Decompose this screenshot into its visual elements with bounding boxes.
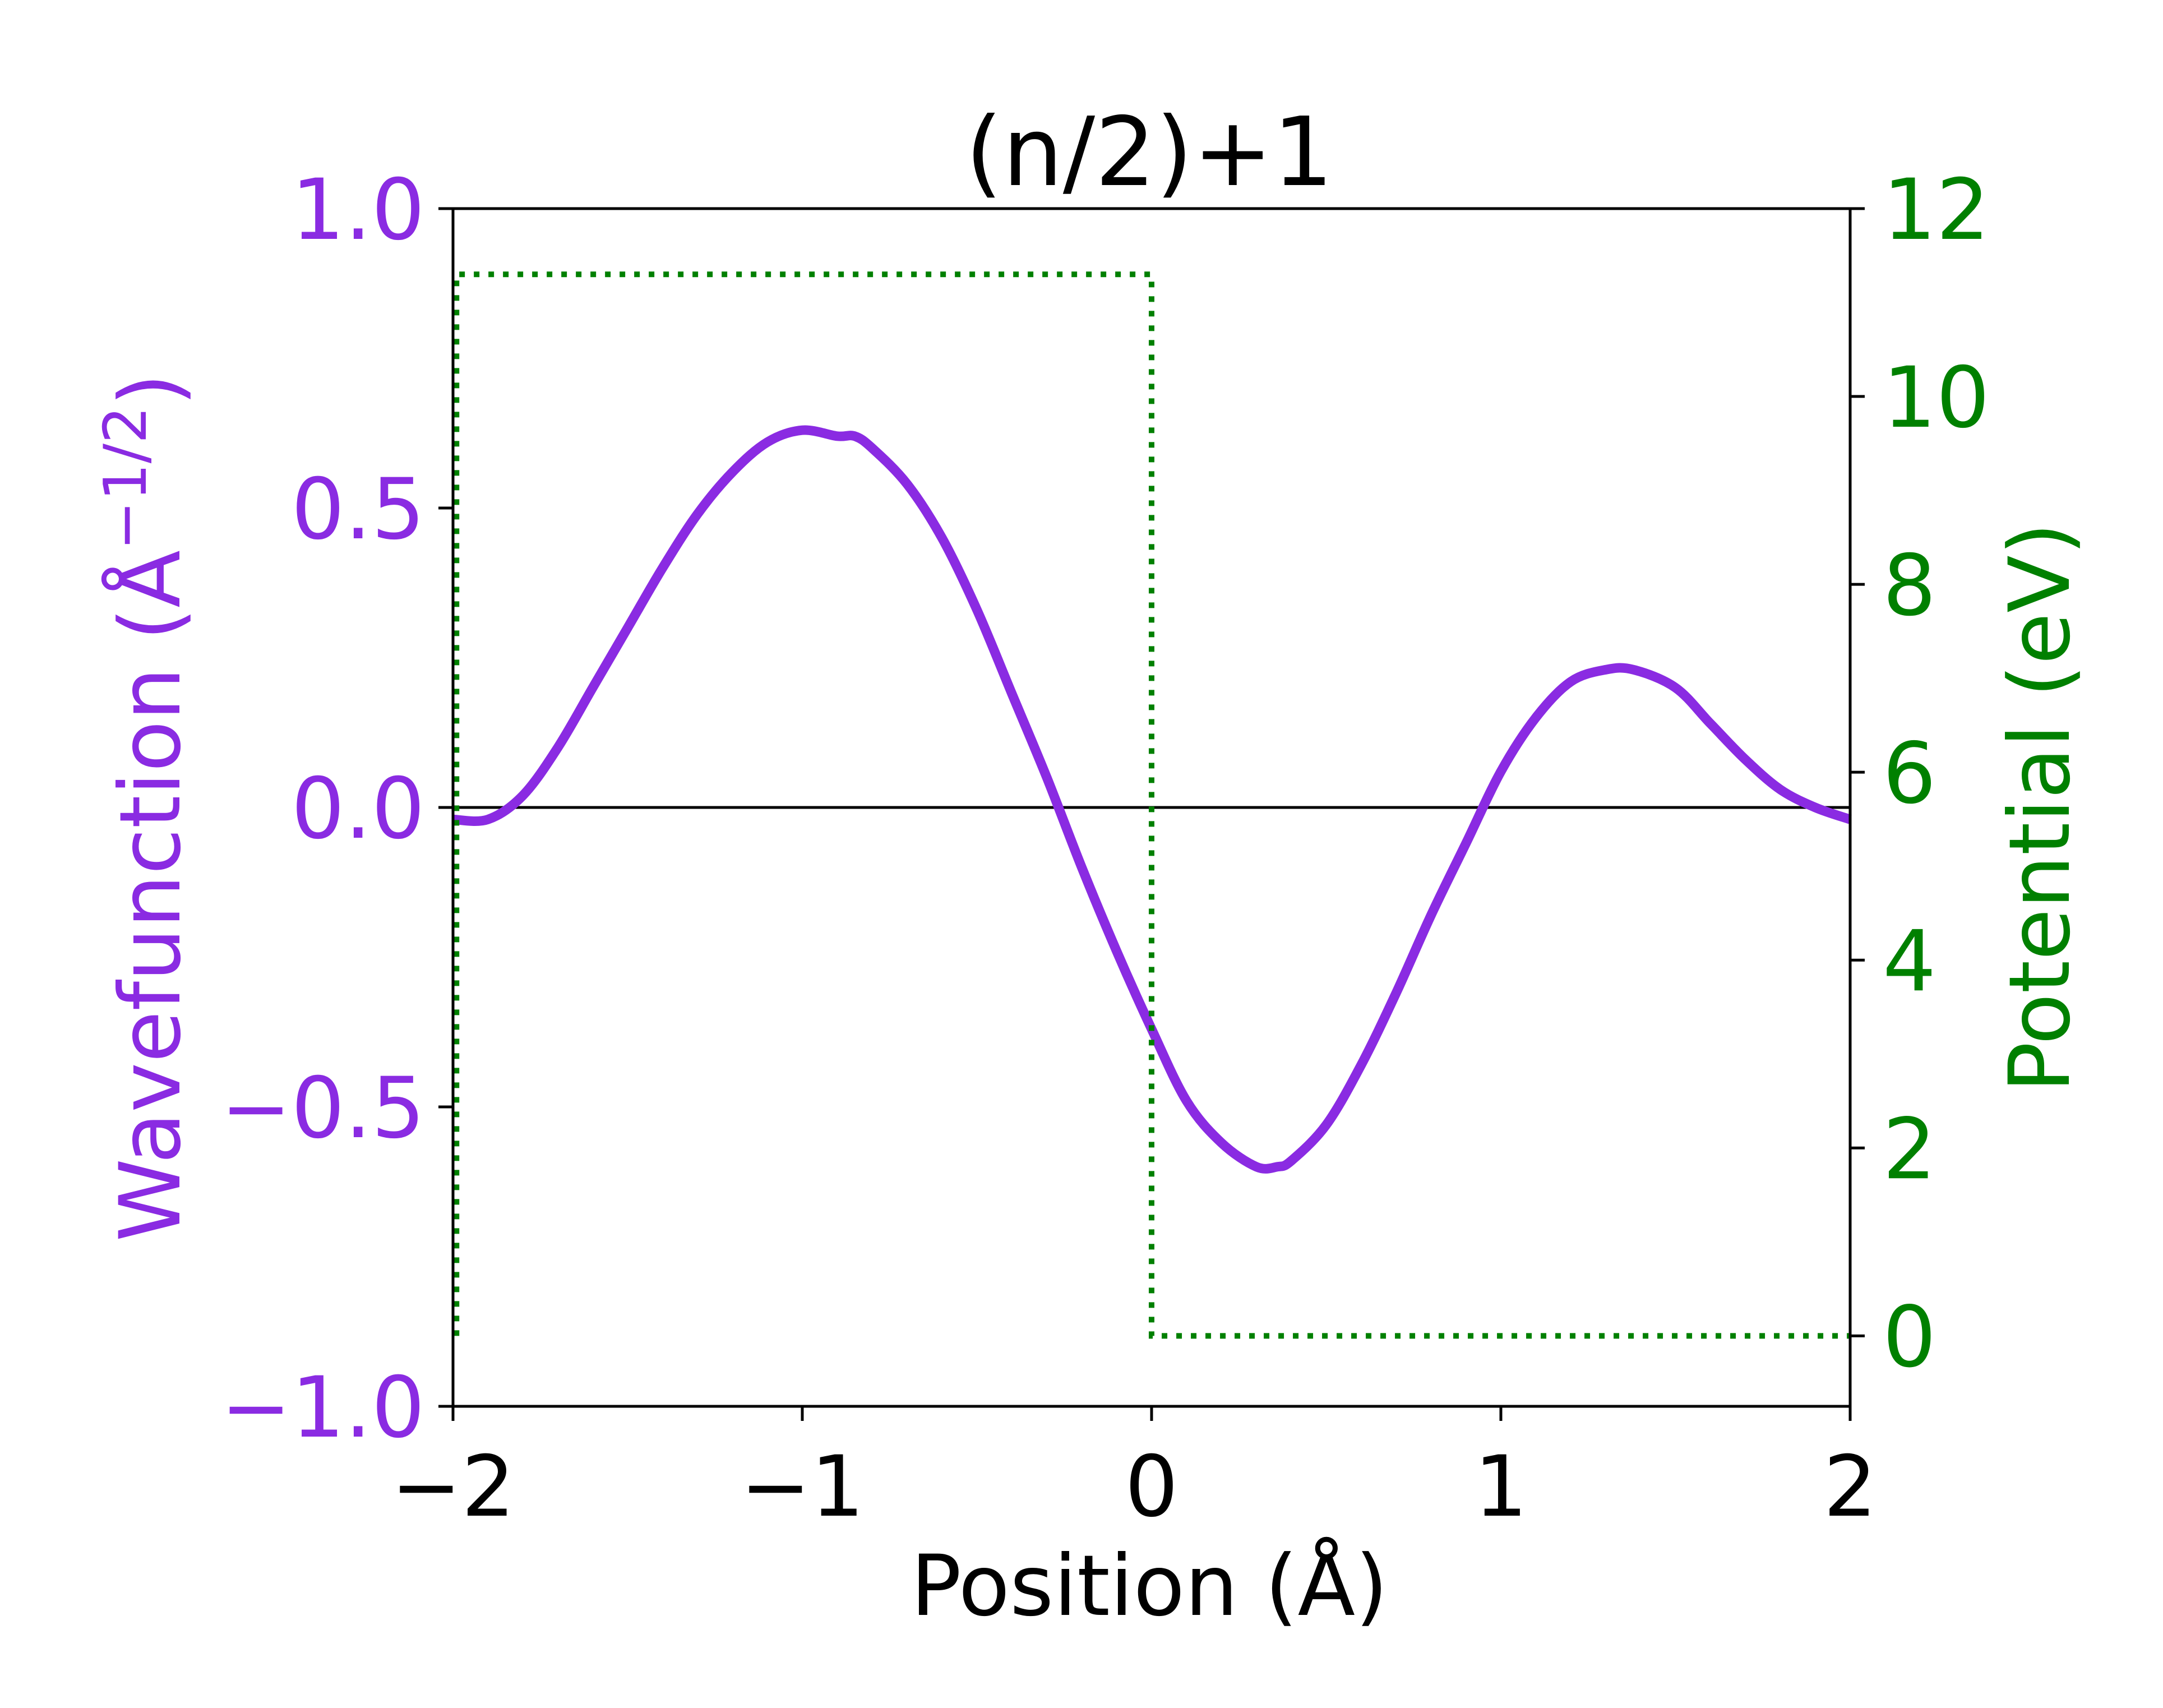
- y-left-tick-label: −0.5: [221, 1060, 425, 1157]
- y-axis-left-label-sup: −1/2: [91, 406, 160, 550]
- y-axis-right-label: Potential (eV): [1991, 523, 2089, 1093]
- y-axis-left-label-close: ): [102, 373, 200, 407]
- data-layer: [452, 271, 1852, 1339]
- y-right-tick-label: 12: [1883, 161, 1990, 259]
- wavefunction-series-line: [452, 425, 1852, 1174]
- y-left-tick-label: −1.0: [221, 1359, 425, 1457]
- y-left-tick-label: 0.5: [291, 461, 425, 558]
- y-right-tick-label: 0: [1883, 1289, 1936, 1386]
- y-right-tick-label: 6: [1883, 725, 1936, 823]
- chart-title: (n/2)+1: [965, 97, 1333, 208]
- x-tick-label: −1: [740, 1438, 864, 1536]
- y-left-tick-label: 1.0: [291, 161, 425, 259]
- x-tick-label: 2: [1823, 1438, 1877, 1536]
- y-right-tick-label: 10: [1883, 349, 1990, 447]
- y-right-tick-label: 2: [1883, 1101, 1936, 1198]
- x-axis-label: Position (Å): [911, 1537, 1388, 1635]
- y-axis-left-label: Wavefunction (Å−1/2): [91, 373, 200, 1242]
- x-tick-label: 1: [1474, 1438, 1527, 1536]
- y-right-tick-label: 4: [1883, 913, 1936, 1010]
- y-left-tick-label: 0.0: [291, 760, 425, 858]
- y-axis-left-label-main: Wavefunction (Å: [101, 550, 200, 1241]
- x-tick-label: −2: [391, 1438, 515, 1536]
- x-tick-label: 0: [1125, 1438, 1178, 1536]
- potential-series-line: [454, 271, 1850, 1339]
- y-right-tick-label: 8: [1883, 537, 1936, 635]
